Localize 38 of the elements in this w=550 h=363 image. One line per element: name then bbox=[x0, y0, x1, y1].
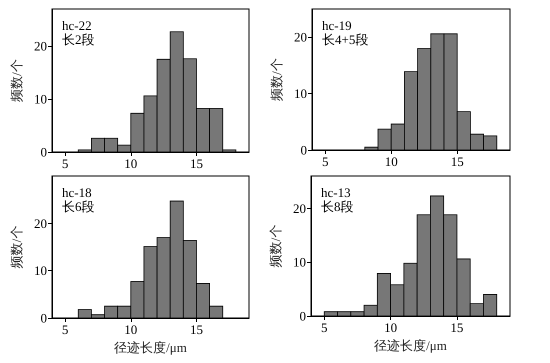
annotation: 长8段 bbox=[321, 199, 354, 214]
x-tick-label: 10 bbox=[124, 322, 138, 337]
x-tick-label: 15 bbox=[450, 320, 464, 335]
x-tick-label: 10 bbox=[384, 154, 398, 169]
y-tick-label: 10 bbox=[34, 263, 47, 278]
y-tick-label: 10 bbox=[34, 92, 47, 107]
y-tick-label: 20 bbox=[293, 200, 306, 216]
x-tick-label: 5 bbox=[322, 154, 328, 169]
annotation: 长6段 bbox=[62, 199, 94, 214]
y-axis-title: 频数/个 bbox=[9, 226, 24, 268]
y-tick-label: 0 bbox=[40, 310, 47, 326]
annotation: hc-22 bbox=[62, 18, 92, 33]
y-tick-label: 10 bbox=[294, 86, 307, 102]
y-tick-label: 20 bbox=[34, 216, 47, 231]
y-tick-label: 20 bbox=[34, 38, 47, 54]
x-tick-label: 15 bbox=[190, 322, 203, 337]
y-axis-title: 频数/个 bbox=[269, 58, 284, 101]
y-tick-label: 0 bbox=[300, 308, 306, 324]
y-tick-label: 20 bbox=[294, 30, 307, 45]
x-tick-label: 5 bbox=[62, 322, 68, 337]
x-tick-label: 15 bbox=[190, 156, 203, 171]
annotation: 长4+5段 bbox=[322, 32, 368, 47]
annotation: hc-18 bbox=[62, 185, 92, 200]
x-tick-label: 15 bbox=[450, 154, 464, 169]
x-tick-label: 10 bbox=[124, 156, 138, 171]
x-axis-title: 径迹长度/μm bbox=[374, 338, 447, 353]
y-tick-label: 0 bbox=[300, 142, 307, 158]
y-tick-label: 10 bbox=[293, 254, 306, 270]
y-axis-title: 频数/个 bbox=[268, 224, 284, 268]
x-tick-label: 5 bbox=[321, 320, 328, 335]
y-axis-title: 频数/个 bbox=[9, 59, 24, 102]
x-tick-label: 5 bbox=[62, 156, 68, 171]
annotation: 长2段 bbox=[62, 32, 94, 47]
x-axis-title: 径迹长度/μm bbox=[114, 340, 187, 355]
annotation: hc-13 bbox=[321, 185, 351, 200]
annotation: hc-19 bbox=[322, 18, 352, 33]
y-tick-label: 0 bbox=[40, 144, 47, 160]
x-tick-label: 10 bbox=[384, 320, 398, 335]
